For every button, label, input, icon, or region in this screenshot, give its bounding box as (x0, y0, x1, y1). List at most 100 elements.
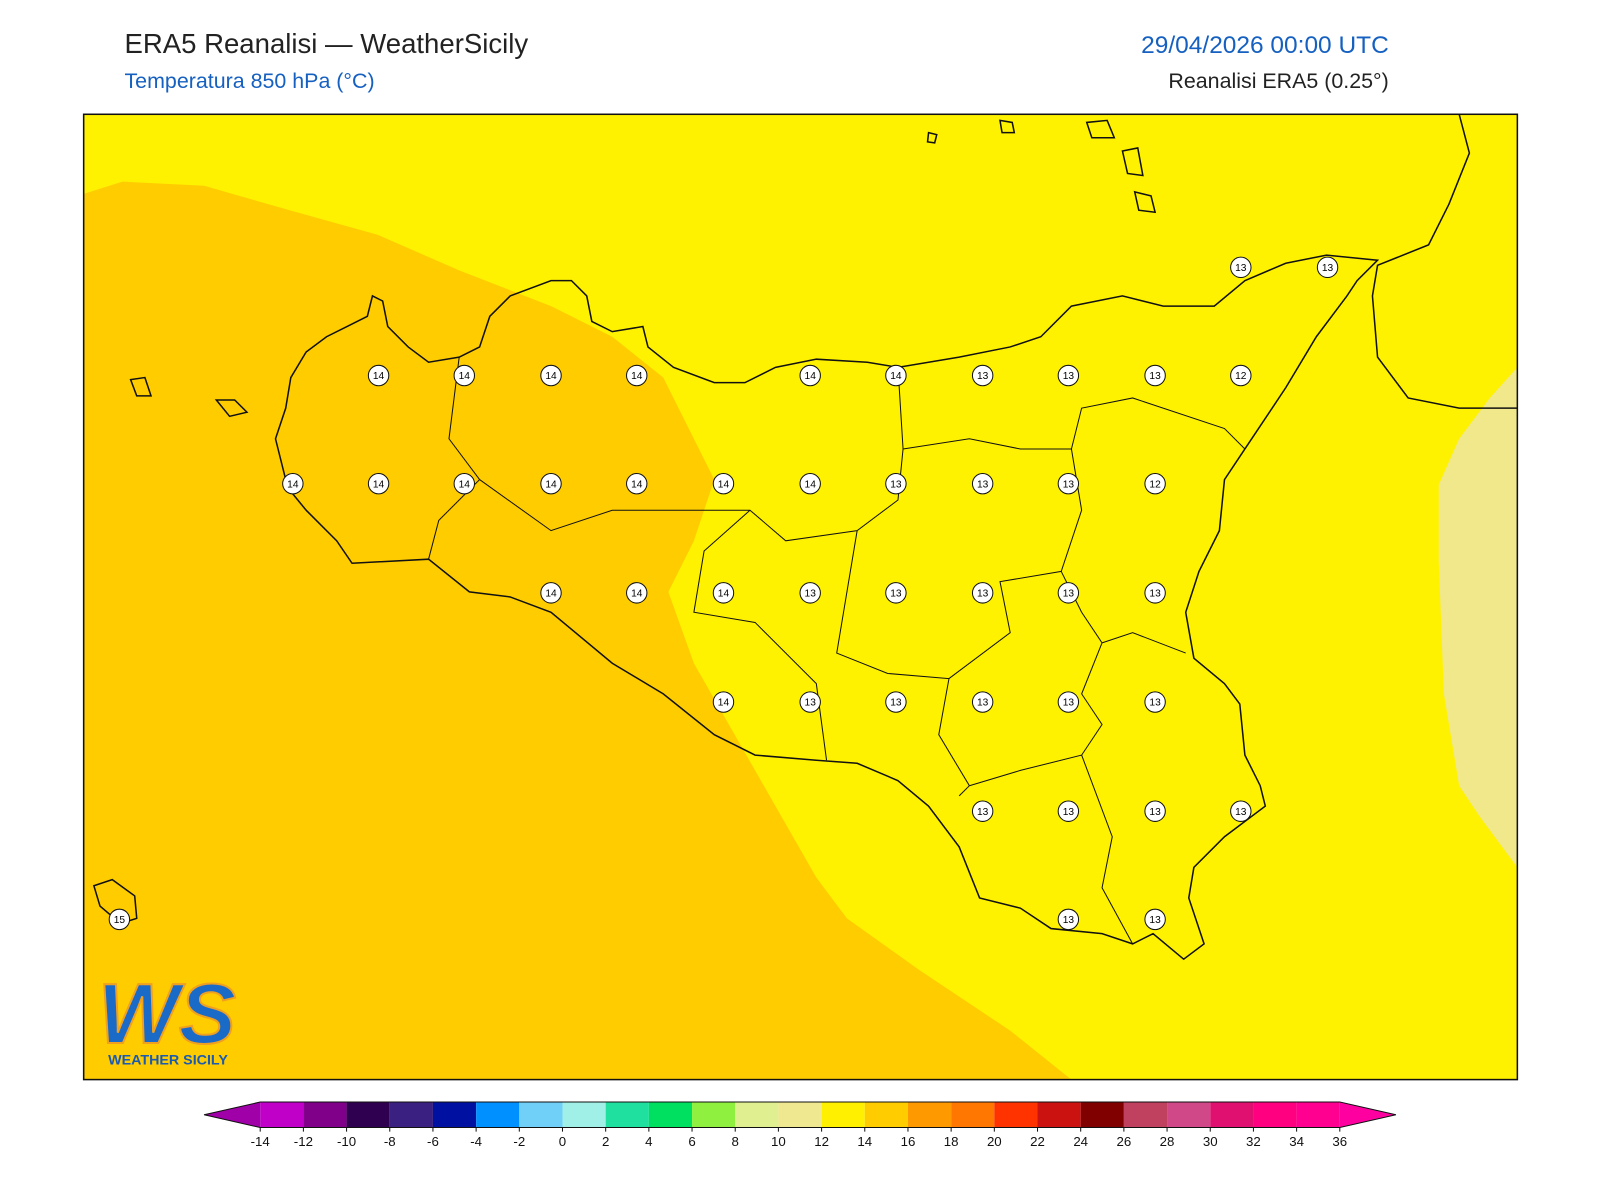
station-marker (1144, 582, 1166, 604)
coastlines (92, 114, 1518, 961)
station-marker (626, 472, 648, 495)
colorbar-box (864, 1102, 908, 1128)
station-value: 14 (459, 479, 471, 490)
station-value: 12 (1235, 371, 1247, 382)
colorbar-box (1123, 1102, 1168, 1128)
station-value: 13 (890, 698, 902, 709)
station-value: 13 (890, 479, 902, 490)
colorbar-box (1037, 1102, 1081, 1128)
colorbar-box (778, 1102, 822, 1128)
station-marker (885, 472, 907, 495)
station-value: 14 (373, 479, 385, 490)
colorbar-tick-label: 26 (1117, 1134, 1132, 1149)
station-marker (885, 364, 907, 387)
station-marker (108, 908, 131, 931)
station-value: 13 (1149, 807, 1161, 818)
station-value: 14 (718, 698, 730, 709)
field-pale (1438, 367, 1518, 868)
colorbar-box (432, 1102, 477, 1128)
colorbar-tick-label: -12 (294, 1134, 313, 1149)
colorbar-tick-label: 32 (1246, 1134, 1261, 1149)
station-value: 13 (977, 698, 989, 709)
colorbar-tick-label: 16 (901, 1134, 916, 1149)
station-marker (1057, 691, 1080, 713)
colorbar-tick-label: 6 (688, 1134, 695, 1149)
station-marker (1144, 800, 1166, 822)
colorbar-tick-label: 14 (857, 1134, 872, 1149)
colorbar-tick-label: -14 (251, 1134, 270, 1149)
colorbar-tick-label: -6 (427, 1134, 439, 1149)
colorbar-box (562, 1102, 606, 1128)
station-marker (712, 472, 735, 495)
station-marker (971, 800, 994, 822)
colorbar-tick-label: 18 (944, 1134, 959, 1149)
colorbar-box (519, 1102, 563, 1128)
station-value: 13 (1063, 698, 1075, 709)
station-value: 14 (890, 371, 902, 382)
station-marker (885, 691, 907, 713)
station-value: 13 (977, 589, 989, 600)
station-value: 15 (114, 915, 126, 926)
colorbar-tick-label: 28 (1160, 1134, 1175, 1149)
station-marker (1230, 800, 1252, 822)
map-frame (82, 113, 1519, 1081)
colorbar-box (476, 1102, 520, 1128)
station-marker (1057, 472, 1080, 495)
station-marker (1144, 691, 1166, 713)
station-marker (1057, 364, 1080, 387)
station-value: 14 (545, 479, 557, 490)
colorbar-box (389, 1102, 433, 1128)
station-marker (799, 364, 821, 387)
colorbar-tick-label: 22 (1030, 1134, 1045, 1149)
colorbar-tick-label: 30 (1203, 1134, 1218, 1149)
station-marker (971, 364, 994, 387)
station-marker (453, 364, 475, 387)
station-value: 13 (890, 589, 902, 600)
station-value: 14 (805, 371, 817, 382)
station-marker (367, 364, 390, 387)
station-value: 13 (805, 589, 817, 600)
station-marker (712, 691, 735, 713)
station-value: 13 (1149, 589, 1161, 600)
colorbar-box (605, 1102, 649, 1128)
station-value: 13 (1322, 263, 1334, 274)
station-marker (971, 472, 994, 495)
station-marker (367, 472, 390, 495)
station-marker (540, 364, 562, 387)
logo: WS WEATHER SICILY (97, 965, 237, 1068)
colorbar-tick-label: 36 (1332, 1134, 1347, 1149)
colorbar-box (907, 1102, 952, 1128)
colorbar-box (648, 1102, 693, 1128)
colorbar-tick-label: -4 (470, 1134, 482, 1149)
colorbar-under (204, 1102, 261, 1128)
station-marker (626, 364, 648, 387)
station-marker (626, 582, 648, 604)
colorbar-over (1339, 1102, 1396, 1128)
station-marker (282, 472, 304, 495)
station-value: 13 (1235, 807, 1247, 818)
station-marker (1144, 472, 1166, 495)
station-marker (540, 582, 562, 604)
station-value: 13 (1235, 263, 1247, 274)
colorbar-tick-label: 10 (771, 1134, 786, 1149)
colorbar-box (1080, 1102, 1124, 1128)
station-marker (712, 582, 735, 604)
datetime: 29/04/2026 00:00 UTC (1141, 32, 1389, 59)
station-marker (1057, 908, 1080, 931)
colorbar-box (260, 1102, 304, 1128)
station-value: 14 (631, 479, 643, 490)
station-value: 13 (1063, 589, 1075, 600)
stations: 13 13 14 14 14 14 14 14 13 13 13 12 14 14 14 14 14 14 14 13… (108, 256, 1339, 931)
calabria (1371, 114, 1518, 409)
station-value: 14 (631, 371, 643, 382)
colorbar-box (994, 1102, 1038, 1128)
station-value: 13 (1063, 479, 1075, 490)
station-value: 13 (977, 371, 989, 382)
station-marker (885, 582, 907, 604)
colorbar-tick-label: 8 (732, 1134, 739, 1149)
colorbar-tick-label: -2 (513, 1134, 525, 1149)
title: ERA5 Reanalisi — WeatherSicily (124, 28, 528, 59)
colorbar-tick-label: -10 (337, 1134, 356, 1149)
station-value: 13 (977, 479, 989, 490)
station-value: 14 (545, 371, 557, 382)
